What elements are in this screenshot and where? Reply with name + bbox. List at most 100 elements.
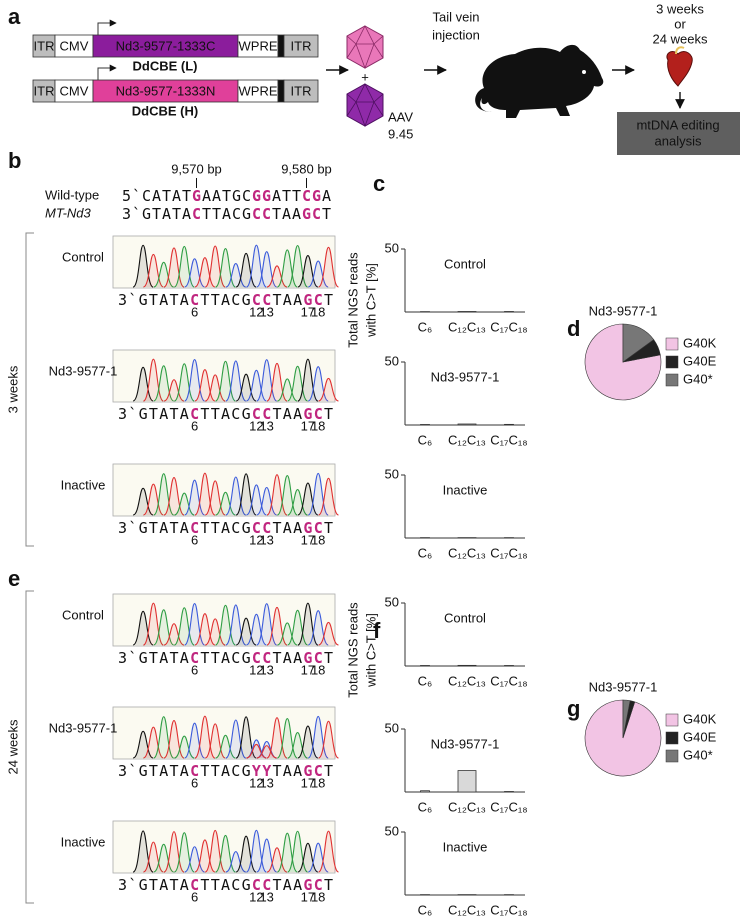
trace-peak	[153, 843, 174, 873]
sequence-letter: A	[283, 649, 292, 667]
sequence-letter: T	[272, 205, 281, 223]
sequence-letter: C	[314, 649, 323, 667]
sequence-letter: T	[172, 205, 181, 223]
trace-label: Control	[62, 249, 104, 264]
trace-peak	[287, 609, 308, 646]
sequence-letter: T	[211, 291, 220, 309]
sequence-letter: G	[242, 876, 251, 894]
sequence-letter: C	[314, 291, 323, 309]
trace-sequence: 3`GTATACTTACGCCTAAGCT	[118, 291, 333, 309]
sequence-letter: C	[314, 876, 323, 894]
trace-sequence: 3`GTATACTTACGCCTAAGCT	[118, 519, 333, 537]
sequence-letter: T	[202, 205, 211, 223]
sequence-letter: C	[302, 187, 311, 205]
trace-peak	[256, 745, 277, 759]
trace-peak	[153, 365, 175, 402]
sequence-letter: G	[303, 291, 312, 309]
construct-element	[283, 34, 319, 58]
sequence-letter: G	[242, 291, 251, 309]
sequence-letter: A	[283, 291, 292, 309]
sequence-letter: A	[221, 649, 230, 667]
construct-name: DdCBE (L)	[133, 58, 198, 73]
panel-letter: d	[567, 316, 580, 341]
construct-label: ITR	[34, 83, 55, 98]
position-label: 18	[311, 304, 325, 319]
trace-peak	[163, 623, 185, 646]
sequence-letter: T	[324, 649, 333, 667]
trace-peak	[317, 830, 340, 873]
sequence-letter: A	[221, 405, 230, 423]
mouse-eye	[582, 70, 586, 74]
sequence-letter: T	[222, 187, 231, 205]
x-tick-label: C₆	[418, 673, 433, 688]
plus-sign: +	[361, 69, 369, 84]
sequence-letter: T	[170, 649, 179, 667]
timepoint-text: or	[674, 16, 686, 31]
promoter-arrow	[97, 64, 117, 80]
sequence-letter: T	[149, 519, 158, 537]
chart-title: Nd3-9577-1	[589, 303, 658, 318]
sequence-letter: A	[272, 187, 281, 205]
trace-peak	[174, 735, 195, 759]
sequence-letter: A	[162, 205, 171, 223]
sequence-letter: T	[211, 649, 220, 667]
trace-peak	[318, 621, 339, 646]
trace-peak	[184, 846, 205, 873]
sequence-letter: T	[324, 876, 333, 894]
sequence-letter: C	[262, 519, 271, 537]
analysis-text: analysis	[655, 133, 702, 148]
legend-label: G40E	[683, 353, 717, 368]
y-tick-label: 50	[385, 720, 399, 735]
position-label: 12	[249, 418, 263, 433]
trace-peak	[317, 246, 340, 288]
construct-label: Nd3-9577-1333N	[116, 83, 216, 98]
trace-peak	[318, 377, 339, 402]
reference-gene: MT-Nd3	[45, 205, 92, 220]
legend-label: G40*	[683, 747, 713, 762]
y-tick-label: 50	[385, 466, 399, 481]
sequence-letter: C	[190, 649, 199, 667]
sequence-letter: C	[252, 291, 261, 309]
x-tick-label: C₁₂C₁₃	[448, 319, 486, 334]
sequence-letter: C	[262, 649, 271, 667]
trace-peak	[307, 842, 329, 873]
sequence-letter: A	[159, 762, 168, 780]
sequence-letter: C	[262, 876, 271, 894]
x-tick-label: C₁₇C₁₈	[490, 319, 527, 334]
trace-peak	[184, 722, 205, 759]
bar	[420, 665, 430, 667]
construct-element	[277, 34, 285, 58]
timepoint-label: 3 weeks	[5, 365, 20, 413]
bar	[457, 770, 477, 793]
construct-label: CMV	[60, 38, 89, 53]
sequence-letter: T	[282, 187, 291, 205]
sequence-letter: T	[324, 762, 333, 780]
sequence-letter: C	[252, 876, 261, 894]
position-label: 18	[311, 418, 325, 433]
chart-title: Inactive	[443, 839, 488, 854]
sequence-letter: 3	[118, 291, 127, 309]
y-axis-title: Total NGS reads	[345, 602, 360, 698]
bracket	[25, 232, 34, 547]
sequence-letter: C	[242, 187, 251, 205]
legend-swatch	[665, 373, 679, 387]
sequence-letter: T	[149, 876, 158, 894]
x-tick-label: C₁₂C₁₃	[448, 902, 486, 917]
chart-title: Inactive	[443, 482, 488, 497]
trace-label: Nd3-9577-1	[49, 720, 118, 735]
sequence-letter: G	[302, 205, 311, 223]
bar	[457, 664, 477, 667]
sequence-letter: A	[159, 649, 168, 667]
position-label: 13	[259, 418, 273, 433]
sequence-letter: `	[128, 519, 137, 537]
position-label: 12	[249, 889, 263, 904]
position-label: 13	[259, 532, 273, 547]
trace-peak	[287, 732, 308, 759]
panel-letter: b	[8, 148, 21, 173]
sequence-letter: A	[212, 187, 221, 205]
sequence-letter: T	[273, 405, 282, 423]
trace-peak	[235, 835, 257, 873]
trace-peak	[153, 609, 175, 646]
bar	[457, 423, 477, 426]
position-label: 13	[259, 775, 273, 790]
